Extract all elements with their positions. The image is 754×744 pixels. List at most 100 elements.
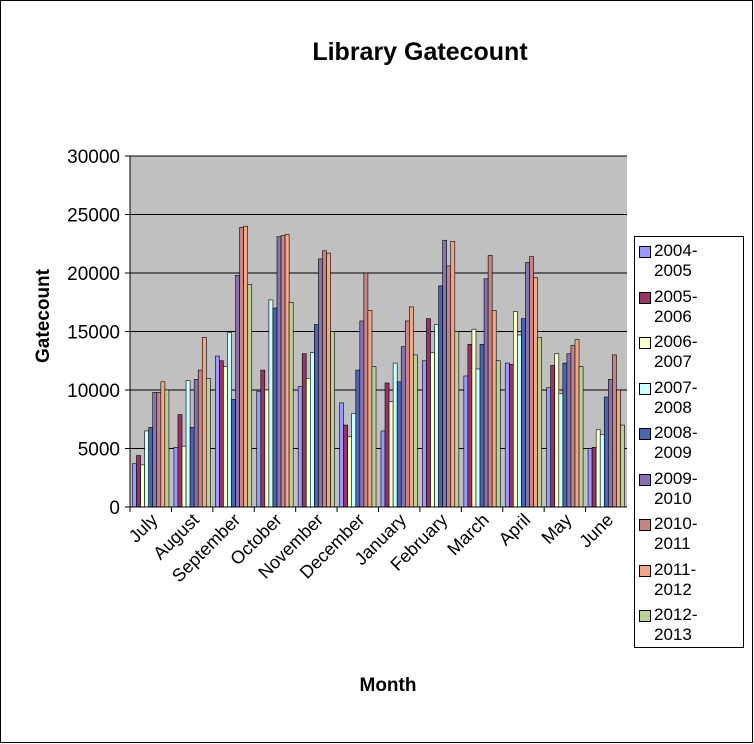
bar — [173, 447, 179, 508]
bar — [351, 413, 357, 508]
legend-label: 2004-2005 — [654, 241, 698, 280]
bar — [434, 324, 439, 508]
bar — [219, 360, 224, 508]
bar — [491, 310, 497, 508]
bar — [463, 375, 469, 508]
legend-swatch — [639, 337, 651, 349]
y-tick-label: 0 — [109, 498, 120, 519]
bar — [197, 369, 203, 508]
bar — [400, 346, 406, 508]
bar — [363, 272, 369, 508]
bar — [205, 377, 211, 508]
bar — [450, 241, 456, 508]
bar — [201, 337, 207, 508]
bar — [495, 360, 501, 508]
bar — [272, 307, 278, 508]
bar — [574, 339, 580, 508]
legend-swatch — [639, 428, 651, 440]
legend: 2004-2005 2005-2006 2006-2007 2007-2008 2008… — [634, 236, 744, 648]
bar — [280, 235, 286, 508]
bar — [193, 379, 199, 508]
bar — [322, 250, 327, 508]
bar — [227, 332, 232, 508]
bar — [487, 255, 493, 508]
bar — [164, 389, 170, 508]
bar — [297, 386, 303, 508]
bar — [578, 366, 584, 508]
bar — [189, 427, 195, 508]
bar — [504, 362, 510, 508]
y-tick-label: 25000 — [67, 206, 120, 227]
x-tick-label: March — [443, 510, 493, 560]
bar — [591, 447, 597, 508]
bar — [355, 369, 361, 508]
bar — [343, 424, 348, 508]
bar — [301, 353, 307, 508]
legend-label: 2009-2010 — [654, 468, 698, 508]
bar — [276, 236, 282, 508]
legend-item: 2005-2006 — [639, 287, 741, 333]
legend-item: 2006-2007 — [639, 332, 741, 378]
bar — [550, 365, 556, 508]
bar — [533, 277, 538, 508]
legend-label: 2008-2009 — [654, 423, 698, 462]
bar — [231, 399, 236, 508]
legend-swatch — [639, 564, 651, 577]
bar — [392, 362, 398, 508]
bar — [367, 310, 373, 508]
bar — [177, 414, 183, 508]
bar — [247, 284, 253, 508]
bar — [529, 256, 534, 508]
bar — [384, 382, 390, 508]
bar — [380, 430, 386, 508]
bar — [239, 227, 244, 508]
bar — [359, 320, 365, 508]
bar — [318, 258, 323, 508]
bar — [608, 379, 613, 508]
bar — [508, 363, 514, 508]
legend-item: 2011-2012 — [639, 560, 741, 606]
y-tick-label: 5000 — [78, 440, 120, 461]
x-axis-label: Month — [360, 675, 417, 696]
bar — [587, 448, 593, 508]
legend-swatch — [639, 519, 651, 531]
legend-label: 2011-2012 — [654, 559, 697, 599]
legend-item: 2004-2005 — [639, 241, 741, 287]
bar — [521, 318, 526, 508]
legend-label: 2010-2011 — [654, 514, 698, 553]
bar — [525, 262, 530, 508]
legend-item: 2012-2013 — [639, 605, 741, 651]
bar — [156, 392, 162, 508]
bar — [330, 331, 335, 508]
bar — [599, 434, 605, 508]
bar — [371, 366, 377, 508]
bar — [409, 306, 414, 508]
legend-item: 2007-2008 — [639, 378, 741, 424]
bar — [595, 429, 601, 508]
bar — [475, 368, 481, 508]
bar — [132, 463, 137, 508]
x-tick-label: April — [495, 510, 535, 550]
bar — [620, 424, 625, 508]
legend-swatch — [639, 246, 651, 258]
bar — [454, 331, 460, 508]
bar — [413, 354, 418, 508]
bar — [558, 393, 564, 508]
bar — [260, 369, 266, 508]
bar — [483, 278, 489, 508]
bar — [517, 334, 522, 508]
bar — [479, 344, 485, 508]
bar — [314, 324, 319, 508]
legend-swatch — [639, 382, 651, 395]
bar — [185, 380, 191, 508]
legend-item: 2009-2010 — [639, 469, 741, 515]
bar — [603, 396, 609, 508]
bar — [235, 275, 240, 508]
bar — [513, 311, 518, 508]
bar — [305, 377, 311, 508]
bar — [310, 352, 315, 508]
bar — [284, 234, 290, 508]
bar — [288, 301, 294, 508]
